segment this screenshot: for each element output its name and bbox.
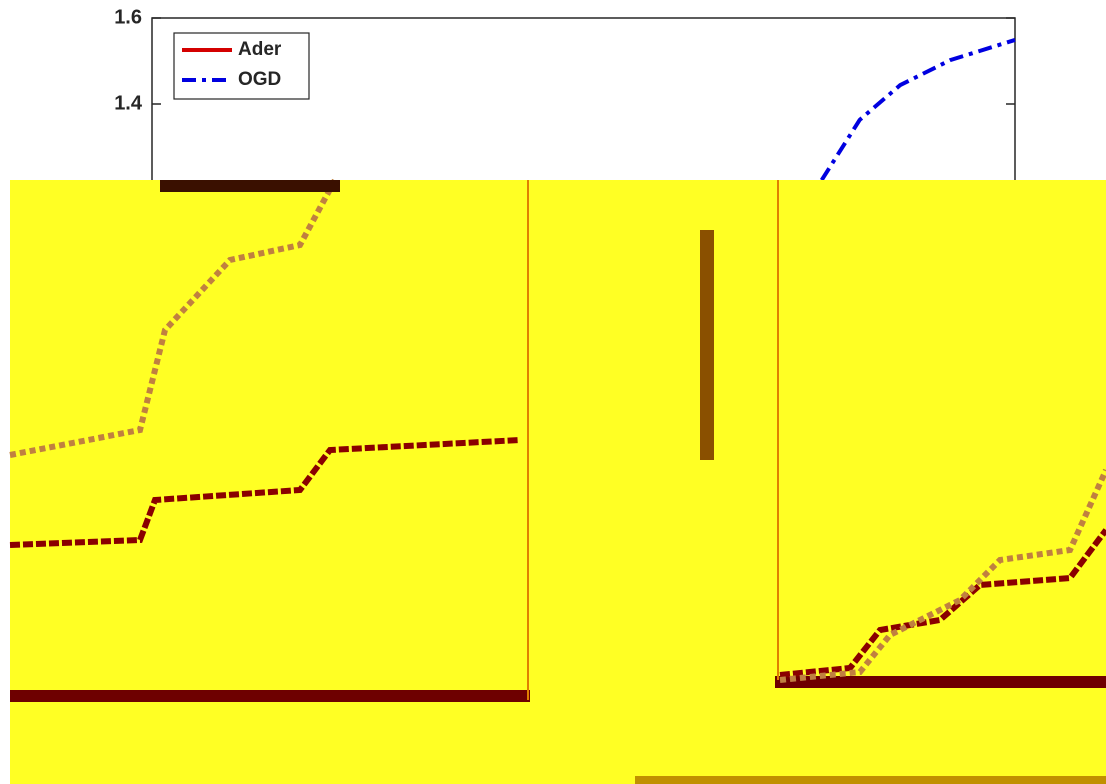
overlay-trace (779, 528, 1106, 678)
legend-label: OGD (238, 69, 281, 90)
y-tick-label: 1.4 (114, 92, 143, 114)
overlay-stripe (775, 676, 1106, 688)
glitch-overlay (9, 178, 1106, 784)
overlay-glyphs (700, 230, 714, 460)
overlay-trace (9, 178, 338, 458)
y-tick-label: 1.6 (114, 6, 142, 28)
overlay-trace (9, 437, 521, 548)
legend-box (173, 32, 310, 100)
series-line (819, 38, 1016, 182)
overlay-stripe (10, 690, 530, 702)
legend-label: Ader (238, 39, 282, 60)
overlay-stripe (160, 180, 340, 192)
overlay-stripe (635, 776, 1106, 784)
overlay-trace (779, 468, 1106, 683)
